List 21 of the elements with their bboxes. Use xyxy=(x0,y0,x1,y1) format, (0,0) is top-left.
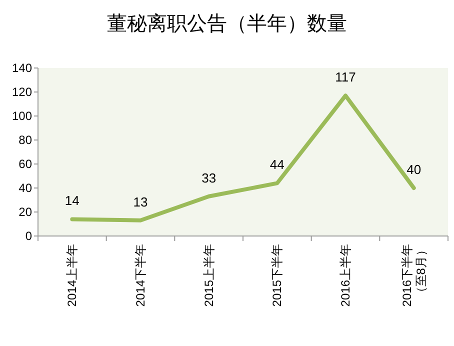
y-tick-label: 100 xyxy=(12,109,32,123)
data-label: 44 xyxy=(270,157,284,172)
y-tick-label: 40 xyxy=(18,181,32,195)
x-tick-label: 2014上半年 xyxy=(65,244,80,307)
data-label: 14 xyxy=(64,193,80,208)
y-tick-label: 80 xyxy=(18,133,32,147)
x-tick-label: 2016上半年 xyxy=(338,244,352,307)
data-label: 33 xyxy=(202,170,216,186)
y-tick-label: 0 xyxy=(25,229,32,243)
y-tick-label: 140 xyxy=(12,61,32,75)
x-tick-label: 2015上半年 xyxy=(202,244,216,307)
data-label: 40 xyxy=(406,162,422,177)
y-tick-label: 120 xyxy=(12,85,32,99)
y-tick-label: 60 xyxy=(18,157,32,171)
y-tick-label: 20 xyxy=(18,205,32,219)
title: 董秘离职公告（半年）数量 xyxy=(107,13,347,35)
x-tick-label: 2016下半年（至8月） xyxy=(400,244,428,307)
x-tick-label: 2015下半年 xyxy=(270,244,284,307)
x-tick-label: 2014下半年 xyxy=(134,244,148,307)
data-label: 117 xyxy=(335,70,356,85)
data-label: 13 xyxy=(133,194,148,210)
